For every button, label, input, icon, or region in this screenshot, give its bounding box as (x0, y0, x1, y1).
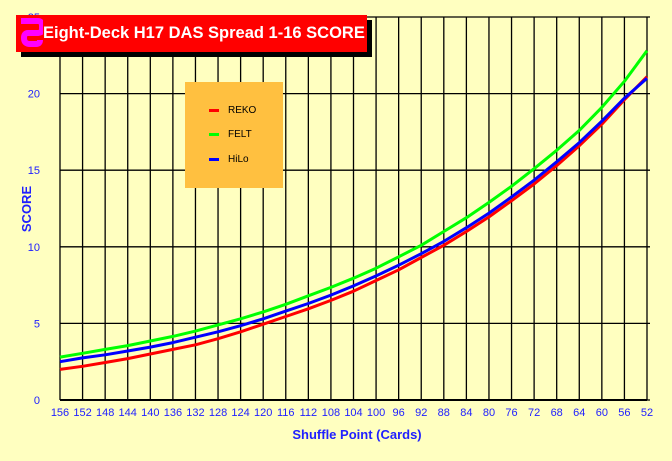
x-tick-label: 88 (438, 407, 450, 419)
y-tick-label: 5 (34, 318, 40, 330)
y-tick-label: 10 (28, 242, 40, 254)
x-tick-label: 128 (209, 407, 227, 419)
x-tick-label: 120 (254, 407, 272, 419)
logo-icon (20, 18, 43, 47)
legend-swatch (209, 157, 219, 161)
legend-swatch (209, 108, 219, 112)
x-tick-label: 92 (415, 407, 427, 419)
x-tick-label: 56 (618, 407, 630, 419)
x-tick-label: 140 (141, 407, 159, 419)
x-tick-label: 132 (186, 407, 204, 419)
x-tick-label: 148 (96, 407, 114, 419)
series-line-felt (59, 49, 649, 359)
y-axis-label: SCORE (19, 186, 34, 233)
x-tick-label: 156 (51, 407, 69, 419)
x-tick-label: 124 (231, 407, 249, 419)
legend-label: REKO (228, 104, 257, 116)
x-tick-label: 84 (460, 407, 472, 419)
series-line-reko (59, 75, 649, 371)
x-tick-label: 60 (596, 407, 608, 419)
x-tick-label: 108 (322, 407, 340, 419)
legend-item-reko: REKO (209, 103, 256, 117)
x-tick-label: 104 (344, 407, 362, 419)
x-tick-label: 112 (300, 407, 318, 419)
chart-title-box: Eight-Deck H17 DAS Spread 1-16 SCORE (16, 15, 367, 52)
x-tick-label: 68 (551, 407, 563, 419)
legend: REKO FELT HiLo (185, 82, 283, 188)
x-tick-label: 72 (528, 407, 540, 419)
x-tick-label: 144 (119, 407, 137, 419)
x-tick-label: 76 (505, 407, 517, 419)
x-tick-label: 52 (641, 407, 653, 419)
x-tick-label: 152 (73, 407, 91, 419)
legend-swatch (209, 132, 219, 136)
legend-label: HiLo (228, 153, 249, 165)
legend-item-felt: FELT (209, 127, 252, 141)
y-tick-label: 15 (28, 165, 40, 177)
x-tick-label: 100 (367, 407, 385, 419)
y-tick-label: 20 (28, 89, 40, 101)
y-tick-label: 0 (34, 395, 40, 407)
series-line-hilo (59, 77, 648, 364)
x-tick-label: 80 (483, 407, 495, 419)
x-tick-label: 64 (573, 407, 585, 419)
x-axis-label: Shuffle Point (Cards) (292, 427, 421, 442)
x-tick-label: 136 (164, 407, 182, 419)
x-tick-label: 96 (393, 407, 405, 419)
legend-label: FELT (228, 128, 252, 140)
x-tick-label: 116 (277, 407, 295, 419)
chart-title: Eight-Deck H17 DAS Spread 1-16 SCORE (43, 24, 365, 42)
legend-item-hilo: HiLo (209, 152, 249, 166)
